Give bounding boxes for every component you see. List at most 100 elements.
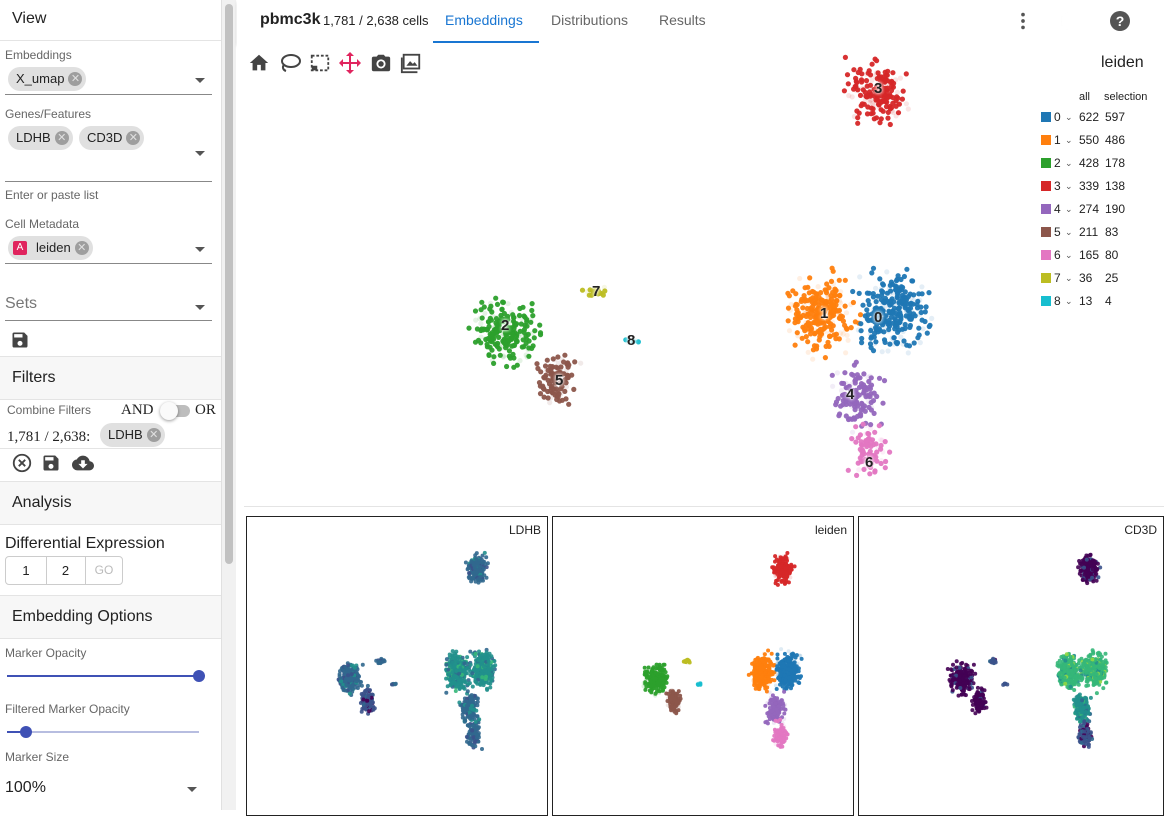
cluster-label-2: 2 <box>501 317 509 334</box>
legend-all-count: 13 <box>1079 294 1092 308</box>
download-filter-icon[interactable] <box>70 452 96 474</box>
de-group2-button[interactable]: 2 <box>46 557 86 584</box>
cluster-label-8: 8 <box>627 332 635 349</box>
tab-embeddings[interactable]: Embeddings <box>445 12 523 28</box>
marker-size-select[interactable]: 100% <box>5 779 46 797</box>
help-icon[interactable]: ? <box>1108 9 1132 33</box>
cluster-label-6: 6 <box>865 454 873 471</box>
panel-title: leiden <box>815 523 847 537</box>
save-filter-icon[interactable] <box>41 453 61 473</box>
legend-all-count: 274 <box>1079 202 1099 216</box>
and-label: AND <box>121 402 154 419</box>
save-set-icon[interactable] <box>10 330 30 350</box>
marker-opacity-label: Marker Opacity <box>5 646 86 660</box>
chip-remove-icon[interactable]: ✕ <box>75 241 89 255</box>
combine-filters-label: Combine Filters <box>7 403 91 417</box>
legend-swatch <box>1041 273 1051 283</box>
sidebar-scrollbar-thumb[interactable] <box>225 4 233 564</box>
marker-size-dropdown-icon[interactable] <box>187 787 197 792</box>
analysis-section-title[interactable]: Analysis <box>0 481 221 525</box>
filtered-opacity-slider-thumb[interactable] <box>20 726 32 738</box>
chip-remove-icon[interactable]: ✕ <box>55 131 69 145</box>
main-embedding-plot[interactable] <box>237 44 1164 504</box>
chevron-down-icon[interactable]: ⌄ <box>1065 110 1073 124</box>
chip-remove-icon[interactable]: ✕ <box>147 428 161 442</box>
sets-select[interactable]: Sets <box>5 295 37 313</box>
embedding-options-title[interactable]: Embedding Options <box>0 595 221 639</box>
metadata-dropdown-icon[interactable] <box>195 247 205 252</box>
legend-id: 5 <box>1054 225 1061 239</box>
cluster-label-4: 4 <box>846 386 854 403</box>
legend-id: 6 <box>1054 248 1061 262</box>
gene-chip-label: CD3D <box>87 130 122 145</box>
legend-all-count: 428 <box>1079 156 1099 170</box>
plot-divider <box>244 506 1164 507</box>
gallery-panel-cd3d[interactable]: CD3D <box>858 516 1164 816</box>
cluster-label-5: 5 <box>555 372 563 389</box>
legend-all-count: 622 <box>1079 110 1099 124</box>
marker-opacity-slider-thumb[interactable] <box>193 670 205 682</box>
sets-dropdown-icon[interactable] <box>195 305 205 310</box>
legend-selection-count: 25 <box>1105 271 1118 285</box>
cell-count: 1,781 / 2,638 cells <box>323 13 429 28</box>
gallery-panel-leiden[interactable]: leiden <box>552 516 854 816</box>
chevron-down-icon[interactable]: ⌄ <box>1065 271 1073 285</box>
genes-label: Genes/Features <box>5 107 91 121</box>
embeddings-field-line <box>5 94 212 95</box>
legend-selection-count: 138 <box>1105 179 1125 193</box>
clear-filter-icon[interactable] <box>11 452 33 474</box>
embedding-chip-label: X_umap <box>16 71 64 86</box>
gene-chip-ldhb[interactable]: LDHB ✕ <box>8 126 73 150</box>
chevron-down-icon[interactable]: ⌄ <box>1065 202 1073 216</box>
chevron-down-icon[interactable]: ⌄ <box>1065 156 1073 170</box>
genes-field-line <box>5 181 212 182</box>
chevron-down-icon[interactable]: ⌄ <box>1065 248 1073 262</box>
legend-swatch <box>1041 250 1051 260</box>
marker-opacity-slider-track[interactable] <box>7 675 199 677</box>
gallery-panel-ldhb[interactable]: LDHB <box>246 516 548 816</box>
svg-text:?: ? <box>1116 13 1125 29</box>
chevron-down-icon[interactable]: ⌄ <box>1065 133 1073 147</box>
more-vert-icon[interactable] <box>1012 10 1034 32</box>
legend-id: 3 <box>1054 179 1061 193</box>
legend-id: 4 <box>1054 202 1061 216</box>
combine-toggle[interactable] <box>162 405 190 417</box>
de-group1-button[interactable]: 1 <box>6 557 47 584</box>
chip-remove-icon[interactable]: ✕ <box>68 72 82 86</box>
gene-chip-label: LDHB <box>16 130 51 145</box>
toggle-knob[interactable] <box>160 402 178 420</box>
tab-distributions[interactable]: Distributions <box>551 12 628 28</box>
chevron-down-icon[interactable]: ⌄ <box>1065 225 1073 239</box>
tab-results[interactable]: Results <box>659 12 706 28</box>
dark-mode-icon[interactable] <box>1060 9 1084 33</box>
metadata-chip-leiden[interactable]: A leiden ✕ <box>8 236 93 260</box>
chip-remove-icon[interactable]: ✕ <box>126 131 140 145</box>
legend-selection-count: 83 <box>1105 225 1118 239</box>
genes-dropdown-icon[interactable] <box>195 151 205 156</box>
legend-swatch <box>1041 158 1051 168</box>
filtered-opacity-slider-track[interactable] <box>7 731 199 733</box>
leiden-plot <box>553 517 853 809</box>
embedding-chip[interactable]: X_umap ✕ <box>8 67 86 91</box>
de-go-button[interactable]: GO <box>85 557 123 584</box>
active-tab-indicator <box>433 41 539 43</box>
filter-chip-ldhb[interactable]: LDHB ✕ <box>100 423 165 447</box>
legend-swatch <box>1041 135 1051 145</box>
gene-chip-cd3d[interactable]: CD3D ✕ <box>79 126 144 150</box>
embeddings-dropdown-icon[interactable] <box>195 78 205 83</box>
chevron-down-icon[interactable]: ⌄ <box>1065 294 1073 308</box>
view-section-title[interactable]: View <box>0 0 221 41</box>
chevron-down-icon[interactable]: ⌄ <box>1065 179 1073 193</box>
panel-title: CD3D <box>1124 523 1157 537</box>
filters-section-title[interactable]: Filters <box>0 356 221 400</box>
legend-swatch <box>1041 112 1051 122</box>
